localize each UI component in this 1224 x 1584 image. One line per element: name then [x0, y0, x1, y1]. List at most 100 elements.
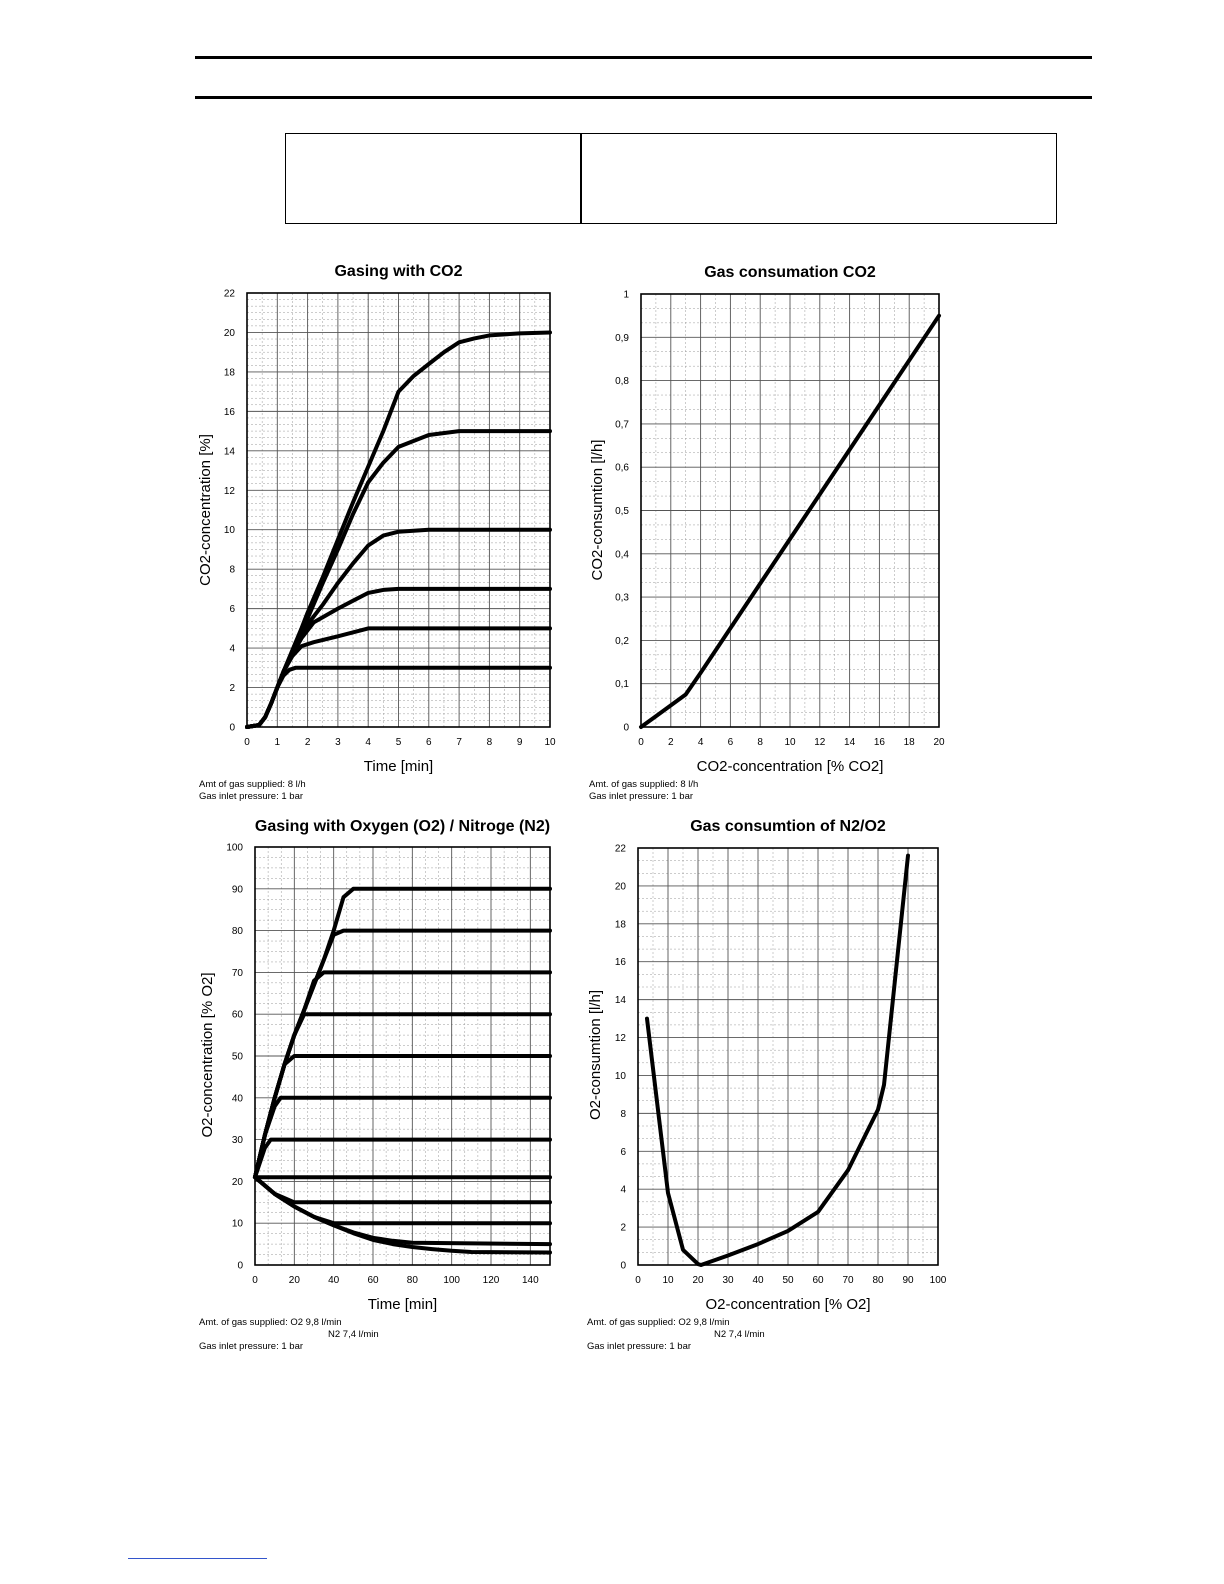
- y-tick-label: 1: [623, 290, 629, 301]
- y-tick-label: 4: [229, 644, 235, 655]
- x-tick-label: 12: [814, 737, 826, 748]
- y-tick-label: 14: [615, 995, 627, 1006]
- y-tick-label: 70: [232, 968, 244, 979]
- chart3-note-amount-n2: N2 7,4 l/min: [328, 1329, 379, 1340]
- y-tick-label: 6: [229, 604, 235, 615]
- series-line: [253, 1012, 552, 1180]
- footer-link-line: [128, 1558, 267, 1559]
- series-line: [639, 313, 941, 729]
- x-tick-label: 70: [842, 1275, 854, 1286]
- y-tick-label: 60: [232, 1010, 244, 1021]
- series-line: [253, 1054, 552, 1180]
- x-tick-label: 4: [365, 737, 371, 748]
- y-axis-label: CO2-consumtion [l/h]: [589, 440, 606, 581]
- x-tick-label: 5: [396, 737, 402, 748]
- series-line: [253, 1137, 552, 1180]
- y-tick-label: 10: [224, 525, 236, 536]
- series-line: [253, 1095, 552, 1180]
- chart-gas-consumation-co2: 0 2 4 6 8 10 12 14 16 18 20 0 0,1 0,2 0,3 0,4 0,5 0,6 0,7 0…: [589, 264, 945, 775]
- x-tick-label: 18: [904, 737, 916, 748]
- x-axis-label: O2-concentration [% O2]: [705, 1296, 870, 1313]
- x-tick-label: 0: [252, 1275, 258, 1286]
- x-tick-label: 0: [244, 737, 250, 748]
- chart-title: Gasing with CO2: [334, 263, 462, 280]
- y-tick-label: 0,8: [615, 376, 629, 387]
- y-tick-label: 22: [224, 289, 236, 300]
- x-tick-label: 16: [874, 737, 886, 748]
- x-tick-label: 80: [872, 1275, 884, 1286]
- chart3-note-pressure: Gas inlet pressure: 1 bar: [199, 1341, 304, 1352]
- chart2-notes: Amt. of gas supplied: 8 l/h Gas inlet pr…: [589, 779, 698, 803]
- series-line: [253, 1175, 552, 1255]
- x-tick-label: 100: [930, 1275, 947, 1286]
- x-tick-label: 20: [933, 737, 945, 748]
- x-tick-label: 40: [752, 1275, 764, 1286]
- y-tick-label: 0,7: [615, 419, 629, 430]
- second-rule: [195, 96, 1092, 99]
- y-tick-label: 0: [229, 723, 235, 734]
- series-line: [245, 330, 552, 729]
- x-tick-label: 20: [692, 1275, 704, 1286]
- y-tick-label: 0: [237, 1261, 243, 1272]
- y-tick-label: 0,5: [615, 506, 629, 517]
- x-tick-label: 4: [698, 737, 704, 748]
- y-tick-label: 22: [615, 844, 627, 855]
- chart3-notes: Amt. of gas supplied: O2 9,8 l/min N2 7,…: [199, 1317, 379, 1353]
- y-tick-label: 6: [620, 1147, 626, 1158]
- x-tick-label: 140: [522, 1275, 539, 1286]
- x-tick-label: 20: [289, 1275, 301, 1286]
- plot-frame: [640, 293, 940, 728]
- x-tick-label: 30: [722, 1275, 734, 1286]
- y-tick-label: 0: [623, 723, 629, 734]
- chart-title: Gas consumtion of N2/O2: [690, 818, 886, 835]
- y-tick-label: 50: [232, 1052, 244, 1063]
- top-rule: [195, 56, 1092, 59]
- y-tick-label: 40: [232, 1093, 244, 1104]
- y-tick-label: 30: [232, 1135, 244, 1146]
- x-tick-label: 2: [668, 737, 674, 748]
- x-axis-label: Time [min]: [368, 1296, 437, 1313]
- y-tick-label: 18: [615, 919, 627, 930]
- x-tick-label: 2: [305, 737, 311, 748]
- y-tick-label: 16: [224, 407, 236, 418]
- header-table: [285, 133, 1057, 224]
- x-tick-label: 14: [844, 737, 856, 748]
- y-tick-label: 0,4: [615, 549, 629, 560]
- y-tick-label: 16: [615, 957, 627, 968]
- chart1-note-amount: Amt of gas supplied: 8 l/h: [199, 779, 306, 790]
- chart-gasing-oxygen-nitrogen: 0 20 40 60 80 100 120 140 0 10 20 30 40 50 60 70 80 90 100…: [199, 818, 552, 1313]
- y-tick-label: 0,1: [615, 679, 629, 690]
- chart3-note-amount-o2: Amt. of gas supplied: O2 9,8 l/min: [199, 1317, 342, 1328]
- y-axis-label: CO2-concentration [%]: [197, 434, 214, 586]
- chart-gas-consumtion-n2-o2: 0 10 20 30 40 50 60 70 80 90 100 0 2 4 6 8 10 12 14 16 18 20 2…: [587, 818, 947, 1313]
- y-tick-label: 0,2: [615, 636, 629, 647]
- chart1-note-pressure: Gas inlet pressure: 1 bar: [199, 791, 304, 802]
- header-table-divider: [580, 134, 582, 223]
- plot-frame: [246, 292, 551, 728]
- x-axis-label: CO2-concentration [% CO2]: [697, 758, 884, 775]
- chart2-note-amount: Amt. of gas supplied: 8 l/h: [589, 779, 699, 790]
- x-tick-label: 6: [426, 737, 432, 748]
- y-tick-label: 20: [224, 328, 236, 339]
- y-tick-label: 20: [232, 1177, 244, 1188]
- series-line: [645, 853, 910, 1267]
- x-tick-label: 0: [635, 1275, 641, 1286]
- x-tick-label: 8: [757, 737, 763, 748]
- x-tick-label: 0: [638, 737, 644, 748]
- chart4-notes: Amt. of gas supplied: O2 9,8 l/min N2 7,…: [587, 1317, 765, 1353]
- y-tick-label: 0,9: [615, 333, 629, 344]
- y-tick-label: 10: [232, 1219, 244, 1230]
- chart4-note-pressure: Gas inlet pressure: 1 bar: [587, 1341, 692, 1352]
- chart4-note-amount-o2: Amt. of gas supplied: O2 9,8 l/min: [587, 1317, 730, 1328]
- y-tick-label: 20: [615, 881, 627, 892]
- x-tick-label: 120: [483, 1275, 500, 1286]
- x-tick-label: 3: [335, 737, 341, 748]
- plot-frame: [637, 847, 939, 1266]
- x-tick-label: 60: [367, 1275, 379, 1286]
- chart2-note-pressure: Gas inlet pressure: 1 bar: [589, 791, 694, 802]
- y-tick-label: 18: [224, 367, 236, 378]
- y-tick-label: 2: [229, 683, 235, 694]
- series-line: [253, 1175, 552, 1226]
- x-tick-label: 50: [782, 1275, 794, 1286]
- y-tick-label: 2: [620, 1223, 626, 1234]
